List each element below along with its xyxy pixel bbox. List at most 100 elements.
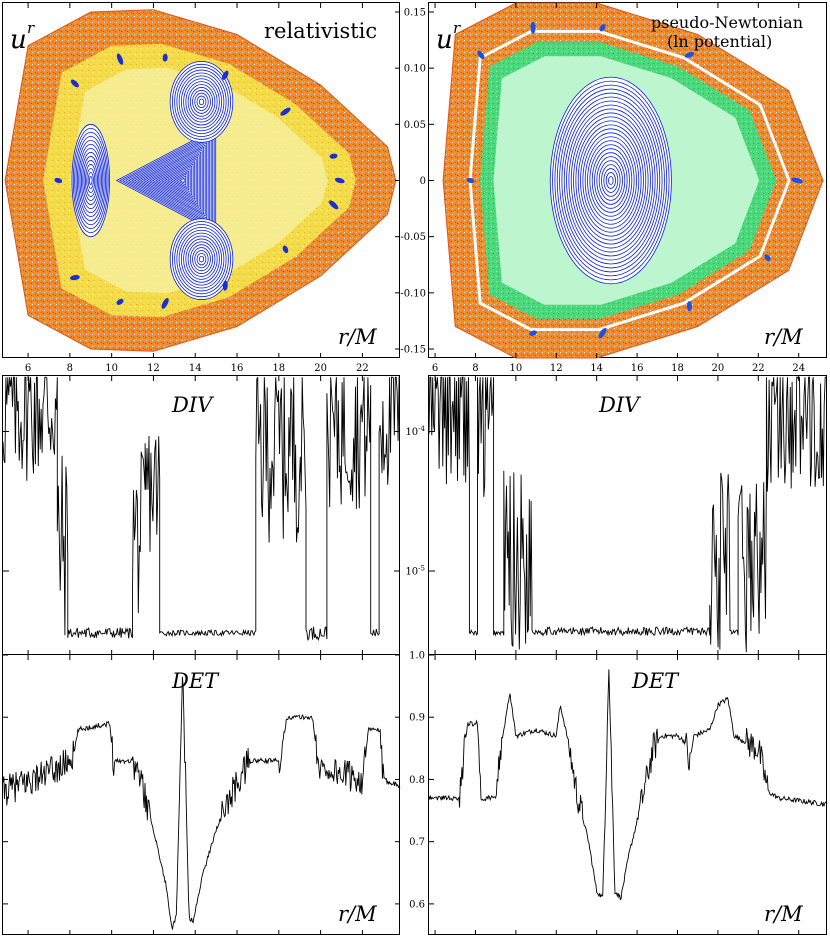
island-torus-ring (194, 250, 209, 269)
island-torus-ring (174, 66, 229, 137)
resonance-island-small (69, 274, 80, 281)
y-tick-label-exponent: -4 (418, 425, 425, 433)
xlabel-r-over-m-bottom-right: r/M (764, 902, 803, 926)
panel-frame-top-right (428, 2, 827, 358)
x-tick-label: 22 (752, 363, 765, 374)
island-torus-ring (187, 241, 216, 277)
island-torus-ring (78, 143, 104, 218)
y-tick-label: 0 (420, 176, 426, 187)
det-line (428, 669, 828, 901)
island-torus-ring (559, 92, 663, 269)
island-torus-ring (192, 89, 211, 114)
resonance-island-small (530, 21, 536, 34)
y-tick-label: 0.7 (409, 837, 425, 848)
x-tick-label: 6 (25, 363, 31, 374)
title-det-left: DET (171, 669, 220, 693)
x-tick-label: 20 (712, 363, 725, 374)
div-curve-pseudo-newtonian (428, 376, 827, 653)
resonance-island-small (221, 70, 229, 80)
resonance-island-small (116, 298, 124, 305)
title-relativistic: relativistic (264, 19, 377, 43)
y-tick-label: 10-5 (405, 565, 425, 578)
island-torus-ring (552, 80, 670, 281)
resonance-island-small (222, 280, 228, 291)
resonance-island-small (791, 177, 803, 184)
island-torus-ring (171, 221, 232, 298)
poincare-map-pseudo-newtonian (442, 2, 824, 359)
x-tick-label: 12 (550, 363, 563, 374)
island-torus-ring (185, 81, 218, 123)
ylabel-ur-left-sup: r (27, 19, 35, 37)
island-torus-ring (158, 161, 196, 200)
resonance-island-small (599, 24, 606, 32)
y-tick-label: 0.15 (404, 7, 426, 18)
island-torus-ring (76, 139, 105, 222)
panel-frame-bottom-right (428, 654, 827, 935)
resonance-island-small (764, 254, 771, 262)
island-torus-ring (72, 127, 109, 234)
x-tick-label: 16 (631, 363, 644, 374)
y-tick-label: -0.05 (400, 232, 426, 243)
resonance-island-small (686, 301, 692, 312)
island-torus-ring (178, 229, 225, 289)
island-torus-ring (185, 238, 218, 280)
div-line (2, 376, 400, 642)
resonance-island-small (466, 177, 475, 184)
island-torus-ring (554, 84, 668, 277)
island-torus-ring (601, 164, 621, 197)
ylabel-ur-right-sup: r (453, 19, 461, 37)
island-torus-ring (176, 175, 187, 186)
island-torus-ring (128, 137, 211, 224)
island-torus-ring (196, 95, 207, 109)
island-torus-ring (161, 163, 194, 198)
island-torus-ring (591, 148, 630, 213)
island-torus-ring (169, 218, 234, 300)
xlabel-r-over-m-top-left: r/M (338, 325, 377, 349)
resonance-island-small (161, 297, 169, 309)
island-torus-ring (577, 124, 644, 237)
poincare-map-relativistic (4, 9, 397, 352)
island-torus-ring (176, 226, 227, 292)
island-torus-ring (575, 120, 647, 241)
island-torus-ring (86, 168, 96, 193)
x-tick-label: 16 (231, 363, 244, 374)
island-torus-ring (82, 156, 100, 205)
resonance-island-small (684, 51, 695, 58)
x-tick-label: 22 (356, 363, 369, 374)
island-torus-ring (87, 172, 94, 189)
island-torus-ring (146, 151, 202, 210)
island-torus-ring (605, 172, 616, 189)
island-torus-ring (167, 168, 191, 193)
y-tick-label-exponent: -5 (418, 565, 425, 573)
island-torus-ring (198, 98, 205, 106)
x-tick-label: 20 (314, 363, 327, 374)
resonance-island-small (282, 245, 289, 254)
island-torus-ring (137, 144, 206, 217)
panel-frame-mid-left (2, 375, 400, 655)
det-line (2, 676, 401, 930)
island-torus-ring (131, 139, 209, 222)
resonance-island-small (328, 200, 339, 210)
panel-frame-bottom-left (2, 654, 400, 935)
island-torus-ring (561, 96, 661, 265)
title-det-right: DET (631, 669, 680, 693)
island-torus-ring (183, 235, 220, 283)
island-torus-ring (179, 177, 185, 184)
island-torus-ring (556, 88, 665, 273)
x-tick-label: 14 (189, 363, 202, 374)
x-tick-label: 6 (432, 363, 438, 374)
resonance-island-small (162, 53, 168, 62)
x-tick-label: 10 (105, 363, 118, 374)
div-line (428, 376, 827, 653)
x-tick-label: 14 (590, 363, 603, 374)
island-torus-ring (89, 176, 93, 185)
island-torus-ring (180, 75, 223, 129)
axis-ticks: 6 8 10 12 14 16 18 20 22 6 8 10 12 14 16 18 20 22 24 0.15 0.… (3, 3, 805, 935)
island-torus-ring (80, 152, 101, 209)
x-tick-label: 18 (671, 363, 684, 374)
title-pseudo-newtonian: pseudo-Newtonian (651, 13, 803, 32)
y-tick-label-base: 10 (405, 567, 418, 578)
island-torus-ring (189, 87, 214, 117)
island-torus-ring (143, 149, 203, 212)
island-torus-ring (573, 116, 649, 245)
